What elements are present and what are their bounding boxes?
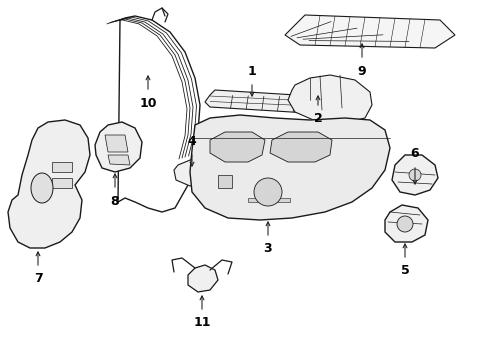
Polygon shape <box>392 155 438 195</box>
Polygon shape <box>210 132 265 162</box>
Polygon shape <box>8 120 90 248</box>
Text: 7: 7 <box>34 272 42 285</box>
Polygon shape <box>270 132 332 162</box>
Text: 8: 8 <box>111 195 119 208</box>
Polygon shape <box>174 158 212 186</box>
Text: 1: 1 <box>247 65 256 78</box>
Text: 4: 4 <box>188 135 196 148</box>
Text: 2: 2 <box>314 112 322 125</box>
Polygon shape <box>288 75 372 123</box>
Polygon shape <box>205 90 350 115</box>
Ellipse shape <box>31 173 53 203</box>
Text: 5: 5 <box>401 264 409 277</box>
Text: 10: 10 <box>139 97 157 110</box>
Polygon shape <box>285 15 455 48</box>
Text: 6: 6 <box>411 147 419 160</box>
Circle shape <box>254 178 282 206</box>
Text: 9: 9 <box>358 65 367 78</box>
Polygon shape <box>95 122 142 172</box>
Text: 11: 11 <box>193 316 211 329</box>
Polygon shape <box>385 205 428 242</box>
Text: 3: 3 <box>264 242 272 255</box>
Polygon shape <box>218 175 232 188</box>
Polygon shape <box>52 178 72 188</box>
Polygon shape <box>105 135 128 152</box>
Circle shape <box>397 216 413 232</box>
Circle shape <box>409 169 421 181</box>
Polygon shape <box>108 155 130 165</box>
Polygon shape <box>52 162 72 172</box>
Polygon shape <box>248 198 290 202</box>
Polygon shape <box>190 115 390 220</box>
Polygon shape <box>188 265 218 292</box>
